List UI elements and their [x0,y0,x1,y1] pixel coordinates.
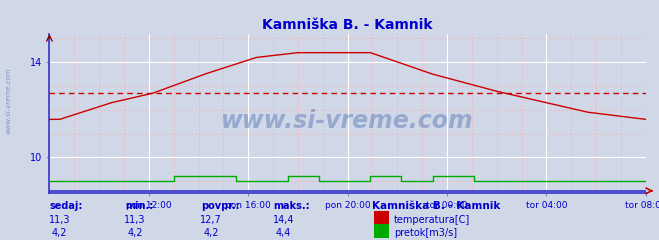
Text: 11,3: 11,3 [49,215,70,225]
Text: www.si-vreme.com: www.si-vreme.com [221,109,474,133]
Text: povpr.:: povpr.: [201,201,239,211]
Text: 12,7: 12,7 [200,215,222,225]
Text: 4,2: 4,2 [127,228,143,238]
Text: temperatura[C]: temperatura[C] [394,215,471,225]
Text: 4,2: 4,2 [203,228,219,238]
Text: 4,4: 4,4 [275,228,291,238]
Text: 11,3: 11,3 [125,215,146,225]
Text: 14,4: 14,4 [273,215,294,225]
Text: www.si-vreme.com: www.si-vreme.com [5,67,11,134]
Text: pretok[m3/s]: pretok[m3/s] [394,228,457,238]
Title: Kamniška B. - Kamnik: Kamniška B. - Kamnik [262,18,433,32]
Text: Kamniška B. - Kamnik: Kamniška B. - Kamnik [372,201,501,211]
Text: maks.:: maks.: [273,201,310,211]
Text: 4,2: 4,2 [51,228,67,238]
Text: sedaj:: sedaj: [49,201,83,211]
Text: min.:: min.: [125,201,154,211]
